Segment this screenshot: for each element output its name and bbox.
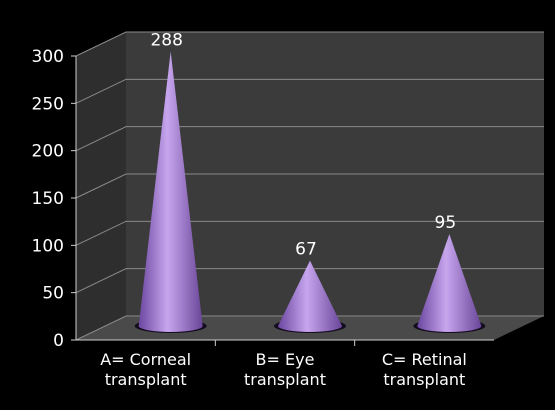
x-category-label: transplant <box>244 370 326 389</box>
data-label: 67 <box>295 240 317 260</box>
data-label: 95 <box>435 213 457 233</box>
data-labels: 288 67 95 <box>150 30 456 259</box>
y-tick-label: 0 <box>53 331 64 351</box>
x-category-label: A= Corneal <box>100 350 191 369</box>
gridline <box>75 126 544 152</box>
gridline <box>75 173 544 199</box>
x-category-label: B= Eye <box>256 350 315 369</box>
y-tick-label: 200 <box>32 142 64 162</box>
y-axis: 0 50 100 150 200 250 300 <box>32 47 77 351</box>
gridline <box>75 268 544 294</box>
y-tick-label: 50 <box>42 284 64 304</box>
y-tick-label: 250 <box>32 94 64 114</box>
cone-bar <box>138 51 203 333</box>
gridline <box>75 315 544 341</box>
cone-bar <box>417 234 482 332</box>
y-tick-label: 150 <box>32 189 64 209</box>
x-category-label: transplant <box>105 370 187 389</box>
gridline <box>75 78 544 104</box>
y-tick-label: 300 <box>32 47 64 67</box>
x-category-label: transplant <box>383 370 465 389</box>
gridline <box>75 31 544 57</box>
y-tick-label: 100 <box>32 236 64 256</box>
gridline <box>75 220 544 246</box>
gridlines <box>75 31 544 341</box>
data-label: 288 <box>150 30 182 50</box>
x-category-label: C= Retinal <box>382 350 467 369</box>
cone-bar <box>278 260 342 332</box>
cones <box>134 51 486 333</box>
